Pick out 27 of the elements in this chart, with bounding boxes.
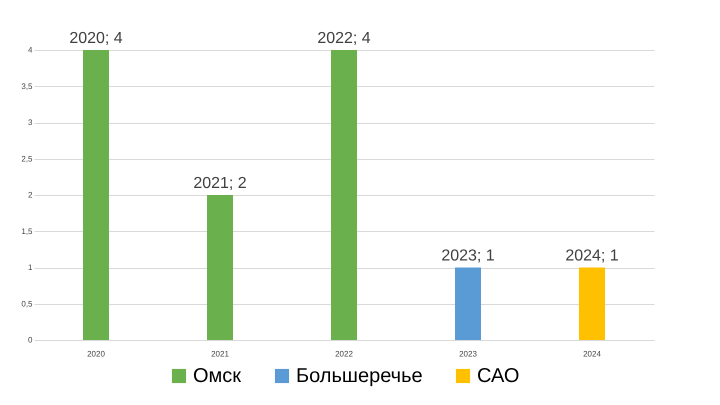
- data-label: 2022; 4: [317, 30, 371, 47]
- legend-label: САО: [477, 365, 520, 387]
- x-tick-label: 2022: [335, 350, 354, 358]
- x-tick-label: 2021: [211, 350, 230, 358]
- data-label: 2023; 1: [441, 248, 495, 264]
- x-tick-label: 2024: [583, 350, 602, 358]
- bar: [579, 268, 605, 340]
- bar: [83, 50, 109, 340]
- data-label: 2020; 4: [69, 30, 123, 47]
- data-label: 2024; 1: [565, 248, 619, 264]
- bar: [207, 195, 233, 340]
- y-tick-label: 2,5: [21, 154, 34, 164]
- bar: [331, 50, 357, 340]
- legend-label: Большеречье: [296, 365, 423, 387]
- y-tick-label: 2: [28, 190, 34, 200]
- legend-label: Омск: [193, 365, 242, 387]
- y-tick-label: 0: [28, 336, 34, 344]
- bar: [455, 268, 481, 340]
- y-tick-label: 1,5: [21, 226, 34, 236]
- y-tick-label: 4: [28, 46, 34, 54]
- y-tick-label: 0,5: [21, 299, 34, 308]
- x-tick-label: 2020: [87, 350, 106, 358]
- y-tick-label: 3: [28, 118, 34, 127]
- y-tick-label: 3,5: [21, 82, 34, 91]
- y-tick-label: 1: [28, 263, 34, 272]
- x-tick-label: 2023: [459, 350, 478, 358]
- data-label: 2021; 2: [193, 175, 247, 192]
